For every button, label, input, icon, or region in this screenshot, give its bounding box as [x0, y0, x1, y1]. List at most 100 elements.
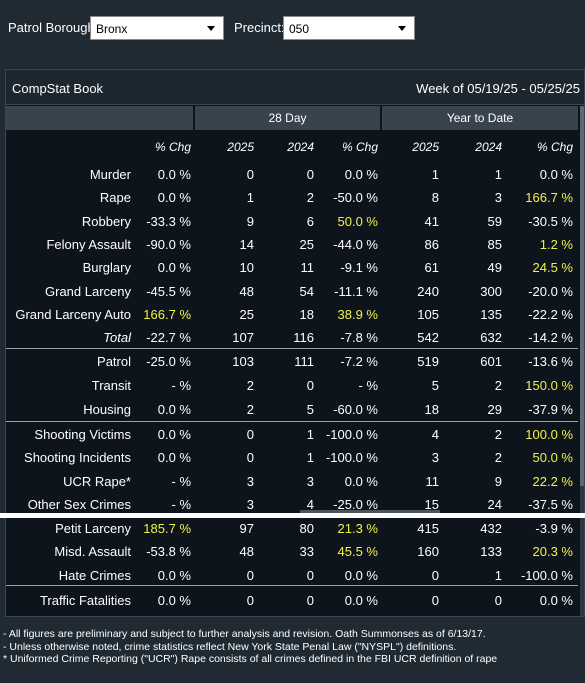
row-value: 111 — [294, 354, 314, 369]
section-divider — [6, 421, 578, 422]
row-value: 49 — [487, 260, 502, 275]
column-header: 2024 — [475, 140, 502, 154]
row-label: Total — [103, 330, 131, 345]
scrollbar-thumb[interactable] — [580, 106, 584, 486]
row-value: 50.0 % — [337, 214, 378, 229]
row-value: 415 — [417, 521, 439, 536]
row-value: 3 — [246, 497, 254, 512]
row-value: 0.0 % — [157, 450, 191, 465]
row-value: 105 — [417, 307, 439, 322]
row-value: 3 — [306, 474, 314, 489]
section-divider — [6, 585, 578, 586]
row-value: 0 — [306, 167, 314, 182]
group-header-blank — [6, 106, 193, 130]
row-value: 2 — [306, 190, 314, 205]
row-value: 2 — [494, 450, 502, 465]
row-value: 150.0 % — [525, 378, 573, 393]
panel-header: CompStat Book Week of 05/19/25 - 05/25/2… — [6, 70, 584, 105]
precinct-select[interactable]: 050 — [283, 16, 415, 40]
footnotes: - All figures are preliminary and subjec… — [3, 628, 583, 666]
row-value: 0 — [494, 593, 502, 608]
row-value: 11 — [425, 474, 440, 489]
row-value: 85 — [487, 237, 502, 252]
row-value: 0 — [306, 593, 314, 608]
row-value: 80 — [299, 521, 314, 536]
row-value: -13.6 % — [528, 354, 573, 369]
table-row: Felony Assault -90.0 % 14 25 -44.0 % 86 85 1.2 … — [6, 233, 578, 257]
row-value: -53.8 % — [146, 544, 191, 559]
table-row: Transit - % 2 0 - % 5 2 150.0 % — [6, 374, 578, 398]
table-row: Other Sex Crimes - % 3 4 -25.0 % 15 24 -37.5 % — [6, 493, 578, 517]
row-value: -100.0 % — [325, 450, 378, 465]
row-value: 1.2 % — [539, 237, 573, 252]
row-value: -25.0 % — [333, 497, 378, 512]
row-value: 0 — [246, 568, 254, 583]
compstat-panel: CompStat Book Week of 05/19/25 - 05/25/2… — [5, 69, 585, 617]
row-value: -44.0 % — [333, 237, 378, 252]
row-value: 18 — [299, 307, 314, 322]
row-value: 0.0 % — [539, 593, 573, 608]
footnote-1: - All figures are preliminary and subjec… — [3, 628, 486, 640]
row-value: -14.2 % — [528, 330, 573, 345]
table-row: Shooting Victims 0.0 % 0 1 -100.0 % 4 2 100.0 % — [6, 423, 578, 447]
row-value: -90.0 % — [146, 237, 191, 252]
row-value: -30.5 % — [528, 214, 573, 229]
row-label: Misd. Assault — [54, 544, 131, 559]
row-value: 2 — [246, 402, 254, 417]
chevron-down-icon — [398, 26, 406, 31]
table-row: Total -22.7 % 107 116 -7.8 % 542 632 -14.2 % — [6, 326, 578, 350]
row-value: 8 — [431, 190, 439, 205]
row-value: -37.5 % — [528, 497, 573, 512]
row-value: 0 — [246, 427, 254, 442]
column-header: % Chg — [536, 140, 573, 154]
row-value: 1 — [431, 167, 439, 182]
row-value: 38.9 % — [337, 307, 378, 322]
row-label: Housing — [83, 402, 131, 417]
row-value: 0.0 % — [157, 568, 191, 583]
row-value: -22.7 % — [146, 330, 191, 345]
row-label: Shooting Incidents — [24, 450, 131, 465]
horizontal-scrollbar[interactable] — [300, 510, 440, 513]
row-value: 1 — [306, 450, 314, 465]
vertical-scrollbar[interactable] — [580, 106, 584, 616]
column-header: 2025 — [412, 140, 439, 154]
row-value: 107 — [232, 330, 254, 345]
row-value: 24 — [487, 497, 502, 512]
row-value: -7.8 % — [340, 330, 378, 345]
row-value: 59 — [487, 214, 502, 229]
row-value: 15 — [424, 497, 439, 512]
row-value: 100.0 % — [525, 427, 573, 442]
row-value: 29 — [487, 402, 502, 417]
week-range: Week of 05/19/25 - 05/25/25 — [416, 81, 580, 96]
row-label: UCR Rape* — [63, 474, 131, 489]
table-row: Patrol -25.0 % 103 111 -7.2 % 519 601 -13.6 % — [6, 350, 578, 374]
row-value: 0 — [246, 167, 254, 182]
column-header: % Chg — [154, 140, 191, 154]
row-value: -100.0 % — [520, 568, 573, 583]
row-value: 432 — [480, 521, 502, 536]
row-label: Transit — [91, 378, 131, 393]
table-row: Rape 0.0 % 1 2 -50.0 % 8 3 166.7 % — [6, 186, 578, 210]
row-label: Other Sex Crimes — [27, 497, 131, 512]
borough-select[interactable]: Bronx — [90, 16, 224, 40]
table-row: Grand Larceny -45.5 % 48 54 -11.1 % 240 300 -20… — [6, 280, 578, 304]
row-value: 24.5 % — [532, 260, 573, 275]
row-value: 1 — [494, 167, 502, 182]
row-value: 9 — [494, 474, 502, 489]
row-value: -45.5 % — [146, 284, 191, 299]
row-value: 4 — [306, 497, 314, 512]
row-label: Murder — [89, 167, 131, 182]
table-row: Burglary 0.0 % 10 11 -9.1 % 61 49 24.5 % — [6, 256, 578, 280]
row-label: Felony Assault — [46, 237, 131, 252]
table-row: Hate Crimes 0.0 % 0 0 0.0 % 0 1 -100.0 % — [6, 564, 578, 588]
row-value: -22.2 % — [528, 307, 573, 322]
row-value: 0.0 % — [344, 568, 378, 583]
row-value: 0.0 % — [344, 167, 378, 182]
row-value: 4 — [431, 427, 439, 442]
page-divider — [0, 513, 585, 518]
row-value: -37.9 % — [528, 402, 573, 417]
footnote-2: - Unless otherwise noted, crime statisti… — [3, 640, 457, 653]
row-value: 0.0 % — [344, 474, 378, 489]
row-value: 166.7 % — [143, 307, 191, 322]
row-value: -11.1 % — [334, 284, 378, 299]
